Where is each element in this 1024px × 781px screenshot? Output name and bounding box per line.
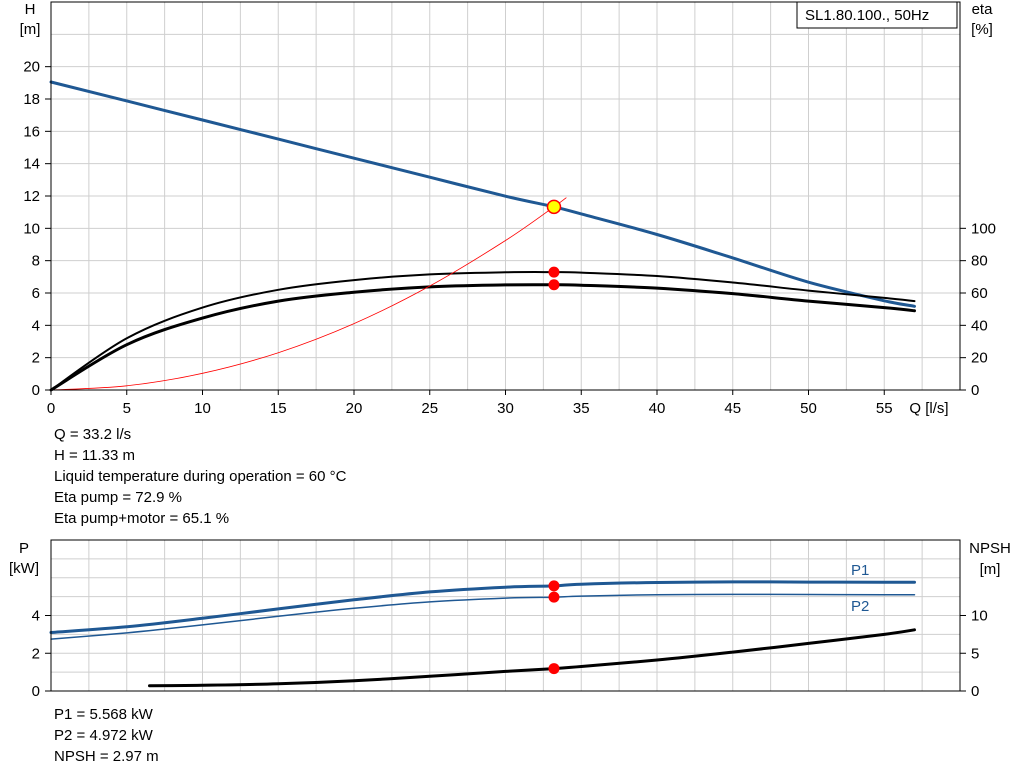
y-tick-label: 14 (23, 156, 40, 173)
x-tick-label: 35 (573, 400, 590, 417)
y-tick-label: 2 (32, 645, 40, 662)
series-line-p1 (49, 580, 916, 634)
y-axis-title: P (19, 540, 29, 557)
point-marker (548, 266, 560, 278)
info-eta-pump-motor: Eta pump+motor = 65.1 % (54, 510, 230, 527)
y-right-tick-label: 5 (971, 645, 979, 662)
info-p2: P2 = 4.972 kW (54, 727, 153, 744)
series-line-p2 (50, 593, 916, 640)
y-right-tick-label: 60 (971, 285, 988, 302)
y-right-tick-label: 100 (971, 220, 996, 237)
info-flow: Q = 33.2 l/s (54, 426, 132, 443)
x-tick-label: 50 (800, 400, 817, 417)
power-chart-grid (51, 540, 960, 691)
chart-legend: SL1.80.100., 50Hz (796, 1, 958, 29)
series-line-0-1 (50, 271, 916, 391)
power-info: P1 = 5.568 kW P2 = 4.972 kW NPSH = 2.97 … (54, 704, 159, 767)
y-right-tick-label: 0 (971, 683, 979, 700)
y-tick-label: 20 (23, 59, 40, 76)
x-tick-label: 15 (270, 400, 287, 417)
head-chart-markers (546, 199, 562, 291)
power-chart-markers (548, 580, 560, 675)
y-axis-right-title: eta (972, 1, 994, 18)
x-axis-title: Q [l/s] (909, 400, 948, 417)
head-chart-grid (51, 2, 960, 390)
x-tick-label: 10 (194, 400, 211, 417)
x-tick-label: 55 (876, 400, 893, 417)
y-axis-unit: [m] (20, 21, 41, 38)
y-right-tick-label: 0 (971, 382, 979, 399)
info-p1: P1 = 5.568 kW (54, 706, 153, 723)
y-axis-right-title: NPSH (969, 540, 1011, 557)
point-marker (548, 279, 560, 291)
power-chart-ticks: 0 2 4 0 5 10 (32, 608, 988, 701)
series-line-0-3 (50, 197, 567, 391)
legend-title: SL1.80.100., 50Hz (805, 7, 929, 24)
series-line-1-2 (148, 628, 916, 688)
info-liquid-temperature: Liquid temperature during operation = 60… (54, 468, 347, 485)
y-axis-unit: [kW] (9, 560, 39, 577)
operating-point-info: Q = 33.2 l/s H = 11.33 m Liquid temperat… (54, 424, 346, 529)
point-marker (548, 580, 560, 592)
point-marker (548, 591, 560, 603)
series-line-0-2 (49, 283, 916, 392)
series-label-p1: P1 (851, 562, 869, 579)
x-tick-label: 25 (421, 400, 438, 417)
x-tick-label: 0 (47, 400, 55, 417)
y-right-tick-label: 10 (971, 608, 988, 625)
power-chart-lines (49, 580, 916, 688)
head-chart-lines (49, 80, 916, 392)
y-tick-label: 4 (32, 317, 40, 334)
y-tick-label: 10 (23, 220, 40, 237)
x-tick-label: 40 (649, 400, 666, 417)
info-npsh: NPSH = 2.97 m (54, 748, 159, 765)
y-axis-title: H (25, 1, 36, 18)
point-marker (548, 663, 560, 675)
y-tick-label: 16 (23, 123, 40, 140)
info-head: H = 11.33 m (54, 447, 136, 464)
series-line-0-0 (49, 80, 916, 308)
info-eta-pump: Eta pump = 72.9 % (54, 489, 182, 506)
x-tick-label: 45 (724, 400, 741, 417)
y-right-tick-label: 80 (971, 253, 988, 270)
x-tick-label: 5 (123, 400, 131, 417)
head-chart: 0 5 10 15 20 25 30 35 40 45 50 55 0 2 4 6 8 10 12 14 16 18 20 0… (20, 1, 996, 417)
operating-point-marker (546, 199, 562, 215)
x-tick-label: 30 (497, 400, 514, 417)
y-tick-label: 0 (32, 382, 40, 399)
y-tick-label: 0 (32, 683, 40, 700)
y-tick-label: 4 (32, 608, 40, 625)
y-tick-label: 2 (32, 350, 40, 367)
y-right-tick-label: 40 (971, 317, 988, 334)
series-label-p2: P2 (851, 598, 869, 615)
y-tick-label: 6 (32, 285, 40, 302)
x-tick-label: 20 (346, 400, 363, 417)
y-tick-label: 18 (23, 91, 40, 108)
y-tick-label: 8 (32, 253, 40, 270)
y-axis-right-unit: [%] (971, 21, 993, 38)
y-tick-label: 12 (23, 188, 40, 205)
y-axis-right-unit: [m] (980, 561, 1001, 578)
power-chart: 0 2 4 0 5 10 P [kW] NPSH [m] P1 P2 (9, 539, 1011, 701)
y-right-tick-label: 20 (971, 350, 988, 367)
head-chart-ticks: 0 5 10 15 20 25 30 35 40 45 50 55 0 2 4 6 8 10 12 14 16 18 20 0… (23, 59, 996, 417)
